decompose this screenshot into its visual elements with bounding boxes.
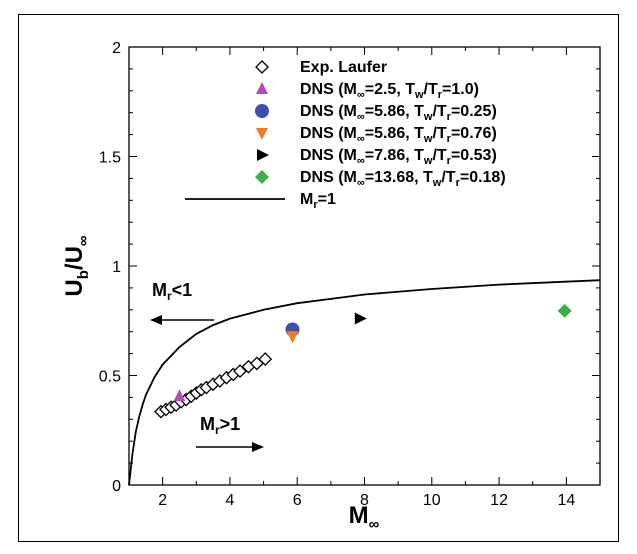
- legend-label: DNS (M∞​=5.86, Tw​/Tr​=0.25): [300, 103, 497, 123]
- annotation-arrowhead-right: [252, 442, 264, 452]
- y-tick-label: 0: [112, 478, 121, 495]
- legend-label: DNS (M∞​=5.86, Tw​/Tr​=0.76): [300, 125, 497, 145]
- y-tick-label: 1: [112, 259, 121, 276]
- y-tick-label: 2: [112, 40, 121, 57]
- legend-label: DNS (M∞​=2.5, Tw​/Tr​=1.0): [300, 81, 479, 101]
- y-tick-label: 0.5: [99, 369, 121, 386]
- annotation-mr-less-1: Mr​<1: [152, 280, 192, 303]
- annotation-arrowhead-left: [150, 315, 162, 325]
- figure-frame: [18, 14, 619, 542]
- legend-label: DNS (M∞​=13.68, Tw​/Tr​=0.18): [300, 169, 506, 189]
- series-line-mr1: [128, 279, 601, 486]
- x-axis-title: M∞: [349, 502, 380, 533]
- x-tick-label: 10: [423, 492, 441, 509]
- data-point: [173, 389, 186, 402]
- annotation-mr-greater-1: Mr​>1: [200, 414, 240, 437]
- x-tick-label: 6: [293, 492, 302, 509]
- legend-marker: [257, 149, 269, 161]
- data-point: [286, 331, 299, 344]
- x-tick-label: 8: [360, 492, 369, 509]
- x-tick-label: 12: [490, 492, 508, 509]
- y-tick-label: 1.5: [99, 150, 121, 167]
- legend-marker: [256, 128, 268, 140]
- legend-label: Mr​=1: [300, 191, 336, 211]
- legend-marker: [255, 104, 269, 118]
- x-tick-label: 14: [557, 492, 575, 509]
- legend-marker: [255, 60, 269, 74]
- data-point: [354, 312, 367, 325]
- data-point: [258, 352, 273, 366]
- y-axis-title: Ub/U∞: [61, 235, 92, 297]
- x-tick-label: 2: [158, 492, 167, 509]
- legend-label: DNS (M∞​=7.86, Tw​/Tr​=0.53): [300, 147, 497, 167]
- legend-marker: [256, 82, 268, 94]
- data-point: [557, 303, 572, 318]
- y-axis-title-text: Ub/U∞: [61, 235, 92, 297]
- x-tick-label: 4: [225, 492, 234, 509]
- legend-marker: [255, 170, 269, 184]
- legend-label: Exp. Laufer: [300, 59, 387, 76]
